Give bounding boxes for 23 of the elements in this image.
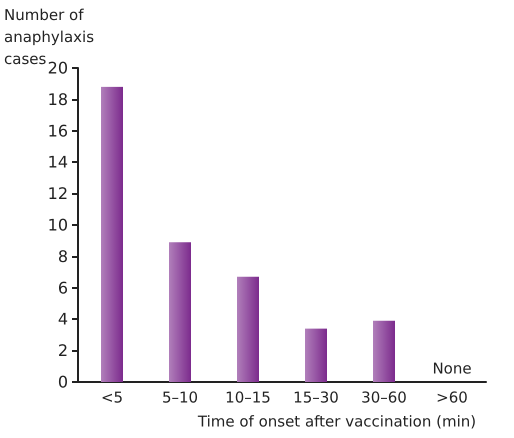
x-tick-label: 30–60 [361, 388, 407, 406]
y-tick-label: 6 [58, 278, 68, 298]
y-tick-label: 4 [58, 310, 68, 329]
bar [305, 328, 327, 382]
x-axis-title: Time of onset after vaccination (min) [196, 412, 476, 430]
bar [237, 276, 259, 382]
y-tick-label: 12 [48, 184, 68, 204]
bar [169, 242, 191, 382]
y-tick-label: 8 [58, 246, 68, 266]
x-tick-label: 10–15 [225, 388, 271, 406]
y-tick-label: 2 [58, 341, 68, 360]
y-tick-label: 18 [48, 90, 68, 109]
y-tick-label: 16 [48, 121, 68, 140]
annotation: None [432, 360, 472, 378]
y-tick-label: 10 [48, 216, 68, 234]
y-tick-label: 0 [58, 372, 68, 392]
x-tick-label: >60 [436, 388, 468, 406]
x-tick-label: 5–10 [162, 388, 198, 406]
x-tick-label: 15–30 [293, 388, 339, 406]
x-tick-label: <5 [100, 388, 124, 406]
y-tick-label: 14 [48, 152, 68, 172]
bar [373, 320, 395, 382]
bar [101, 86, 123, 382]
